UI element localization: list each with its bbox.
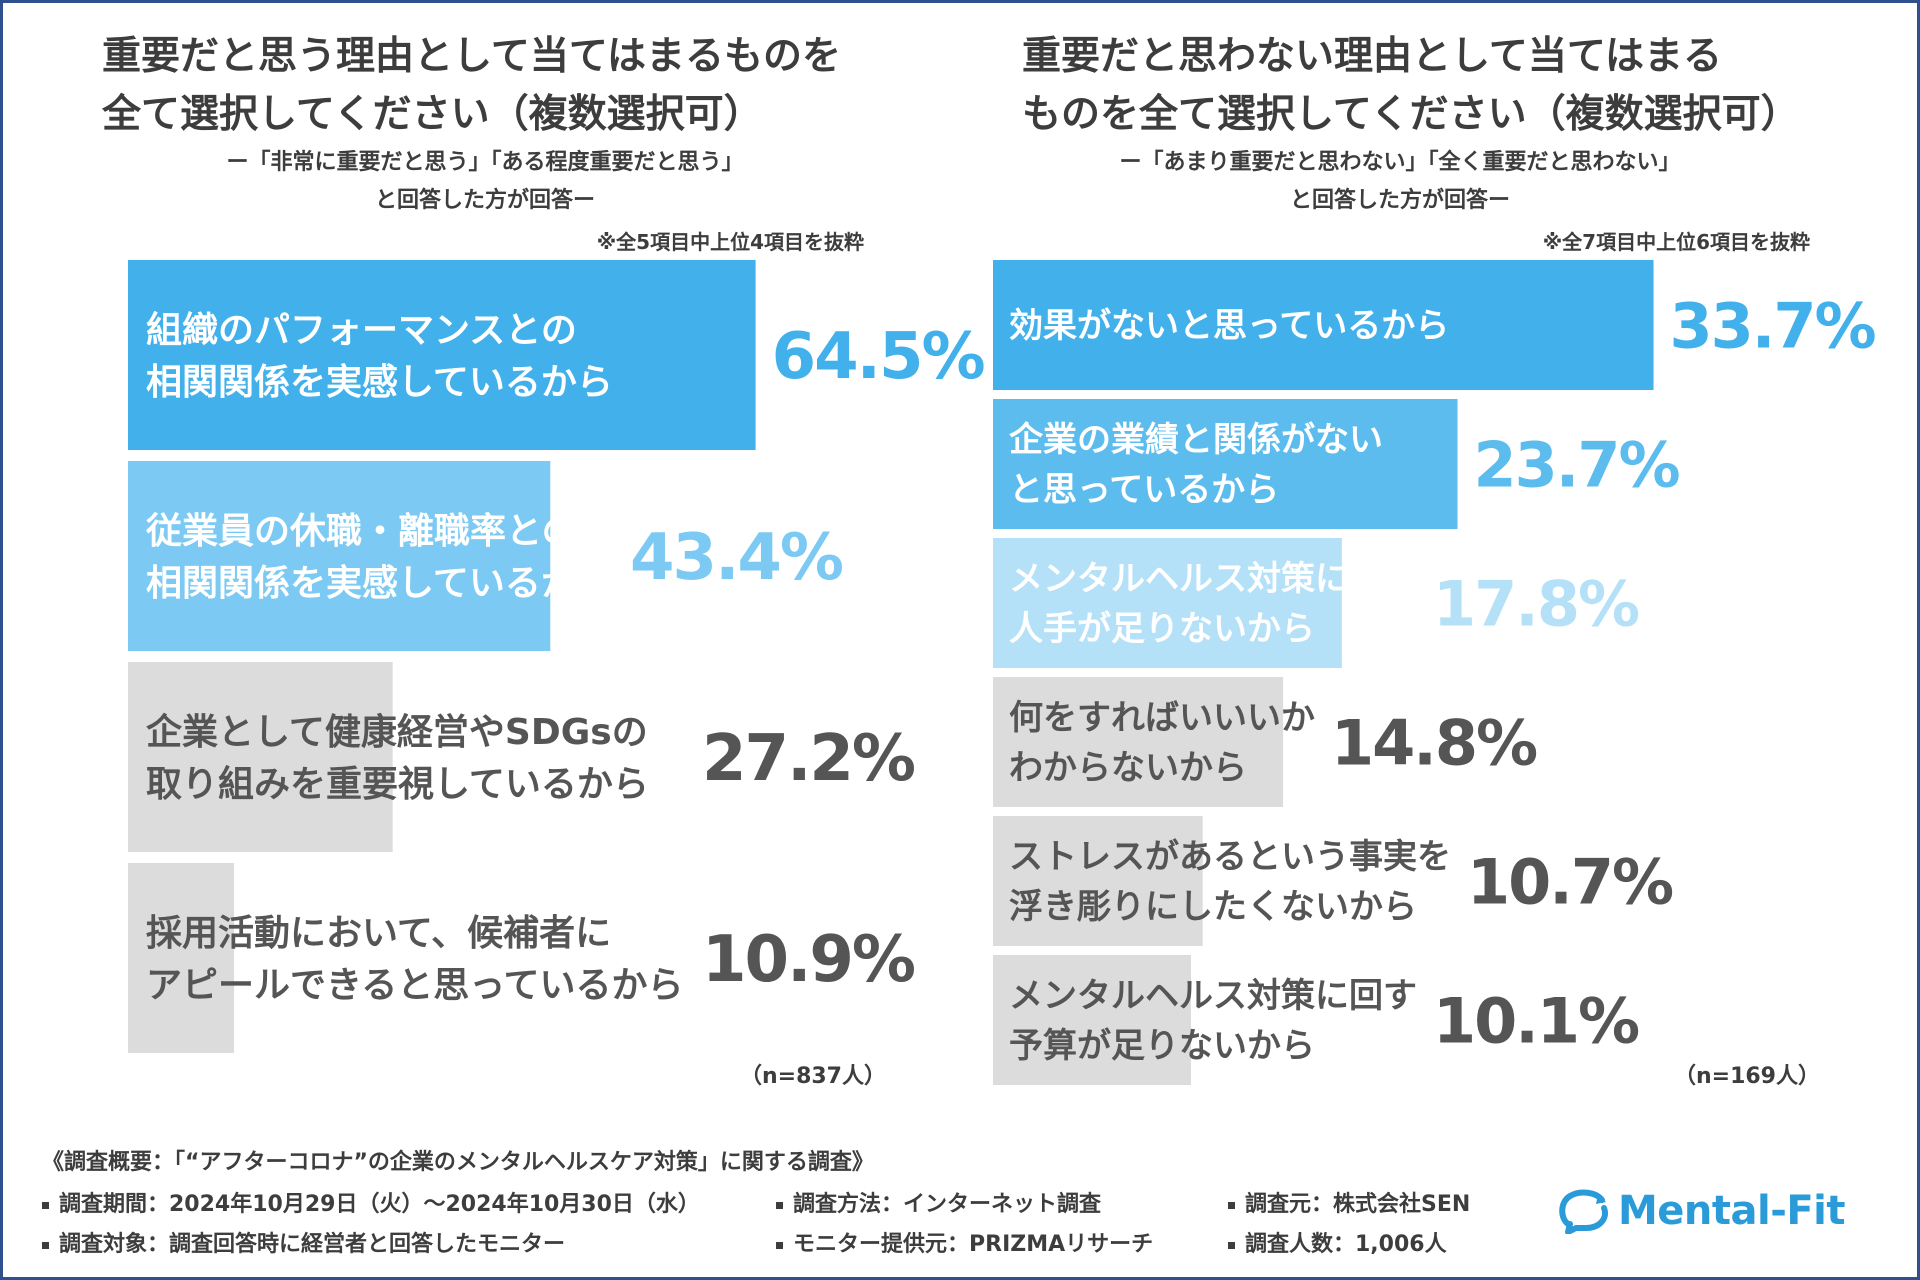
left-bar-1 xyxy=(128,260,756,450)
left-category-label-3-line-2: 取り組みを重要視しているから xyxy=(146,764,649,805)
footer-item-count-text: 調査人数：1,006人 xyxy=(1245,1232,1447,1257)
right-note: ※全7項目中上位6項目を抜粋 xyxy=(1542,230,1810,254)
left-bar-4 xyxy=(128,863,235,1053)
right-bar-3 xyxy=(993,538,1342,668)
right-category-label-2-line-2: と思っているから xyxy=(1009,470,1279,510)
bullet-square-icon xyxy=(1228,1201,1235,1209)
right-bar-6 xyxy=(993,955,1191,1085)
left-category-label-4-line-1: 採用活動において、候補者に xyxy=(146,913,611,954)
right-value-label-3: 17.8% xyxy=(1433,567,1639,640)
speech-bubble-cycle-icon xyxy=(1559,1189,1608,1234)
mental-fit-logo: Mental-Fit xyxy=(1558,1186,1846,1236)
left-value-label-1: 64.5% xyxy=(772,320,985,394)
bullet-square-icon xyxy=(1228,1241,1235,1249)
left-value-label-3: 27.2% xyxy=(702,722,915,796)
footer-item-provider-text: モニター提供元：PRIZMAリサーチ xyxy=(793,1232,1154,1257)
right-category-label-4-line-2: わからないから xyxy=(1009,748,1247,788)
left-category-label-3-line-1: 企業として健康経営やSDGsの xyxy=(146,711,648,753)
left-category-label-1-line-2: 相関関係を実感しているから xyxy=(146,362,613,403)
right-category-label-3-line-1: メンタルヘルス対策に回す xyxy=(1009,559,1417,599)
left-category-label-2-line-1: 従業員の休職・離職率との xyxy=(145,511,578,552)
left-value-label-2: 43.4% xyxy=(630,521,843,595)
right-subtitle-line-1: ー「あまり重要だと思わない」「全く重要だと思わない」 xyxy=(1119,150,1681,175)
right-value-label-1: 33.7% xyxy=(1670,289,1876,362)
right-title-line-2: ものを全て選択してください（複数選択可） xyxy=(1022,92,1800,137)
right-sample-size: （n=169人） xyxy=(1673,1064,1820,1089)
footer-item-method: 調査方法：インターネット調査 xyxy=(776,1186,1101,1218)
left-category-label-4-line-2: アピールできると思っているから xyxy=(146,965,683,1006)
right-title-line-1: 重要だと思わない理由として当てはまる xyxy=(1022,34,1723,79)
left-title: 重要だと思う理由として当てはまるものを 全て選択してください（複数選択可） xyxy=(102,28,841,144)
left-title-line-1: 重要だと思う理由として当てはまるものを xyxy=(102,34,842,79)
footer-item-method-text: 調査方法：インターネット調査 xyxy=(793,1192,1102,1217)
footer-item-period-text: 調査期間：2024年10月29日（火）～2024年10月30日（水） xyxy=(59,1192,700,1217)
right-subtitle-line-2: と回答した方が回答ー xyxy=(1289,188,1510,213)
bullet-square-icon xyxy=(776,1201,783,1209)
right-category-label-6-line-2: 予算が足りないから xyxy=(1009,1026,1315,1066)
right-category-label-5-line-2: 浮き彫りにしたくないから xyxy=(1009,887,1417,927)
right-bar-4 xyxy=(993,677,1284,807)
footer-item-count: 調査人数：1,006人 xyxy=(1228,1226,1447,1258)
left-bar-3 xyxy=(128,662,393,852)
left-category-label-2-line-2: 相関関係を実感しているから xyxy=(146,563,613,604)
left-value-label-4: 10.9% xyxy=(702,923,915,997)
right-title: 重要だと思わない理由として当てはまる ものを全て選択してください（複数選択可） xyxy=(1022,28,1800,144)
left-title-line-2: 全て選択してください（複数選択可） xyxy=(102,92,763,137)
left-sample-size: （n=837人） xyxy=(739,1064,886,1089)
bullet-square-icon xyxy=(42,1241,49,1249)
footer-item-provider: モニター提供元：PRIZMAリサーチ xyxy=(776,1226,1153,1258)
right-category-label-5-line-1: ストレスがあるという事実を xyxy=(1009,837,1451,877)
left-bar-2 xyxy=(128,461,551,651)
right-value-label-5: 10.7% xyxy=(1467,845,1673,918)
left-subtitle-line-1: ー「非常に重要だと思う」「ある程度重要だと思う」 xyxy=(226,150,744,175)
right-category-label-3-line-2: 人手が足りないから xyxy=(1009,609,1315,649)
right-category-label-6-line-1: メンタルヘルス対策に回す xyxy=(1009,976,1417,1016)
footer-item-period: 調査期間：2024年10月29日（火）～2024年10月30日（水） xyxy=(42,1186,700,1218)
footer-item-source: 調査元：株式会社SEN xyxy=(1228,1186,1470,1218)
footer-title: 《調査概要：「“アフターコロナ”の企業のメンタルヘルスケア対策」に関する調査》 xyxy=(42,1150,874,1175)
right-category-label-1-line-1: 効果がないと思っているから xyxy=(1009,306,1449,346)
left-subtitle: ー「非常に重要だと思う」「ある程度重要だと思う」 と回答した方が回答ー xyxy=(170,144,800,220)
bullet-square-icon xyxy=(776,1241,783,1249)
right-bar-2 xyxy=(993,399,1458,529)
left-category-label-1-line-1: 組織のパフォーマンスとの xyxy=(146,310,577,351)
left-note: ※全5項目中上位4項目を抜粋 xyxy=(596,230,864,254)
right-value-label-2: 23.7% xyxy=(1474,428,1680,501)
right-value-label-6: 10.1% xyxy=(1433,984,1639,1057)
right-value-label-4: 14.8% xyxy=(1331,706,1537,779)
left-subtitle-line-2: と回答した方が回答ー xyxy=(374,188,595,213)
footer-item-target-text: 調査対象：調査回答時に経営者と回答したモニター xyxy=(59,1232,566,1257)
right-category-label-2-line-1: 企業の業績と関係がない xyxy=(1009,420,1383,460)
right-bar-1 xyxy=(993,260,1654,390)
logo-text: Mental-Fit xyxy=(1618,1188,1846,1234)
footer-item-target: 調査対象：調査回答時に経営者と回答したモニター xyxy=(42,1226,565,1258)
right-subtitle: ー「あまり重要だと思わない」「全く重要だと思わない」 と回答した方が回答ー xyxy=(1050,144,1750,220)
right-bar-5 xyxy=(993,816,1203,946)
bullet-square-icon xyxy=(42,1201,49,1209)
right-category-label-4-line-1: 何をすればいいいか xyxy=(1009,698,1315,738)
footer-item-source-text: 調査元：株式会社SEN xyxy=(1245,1192,1471,1217)
